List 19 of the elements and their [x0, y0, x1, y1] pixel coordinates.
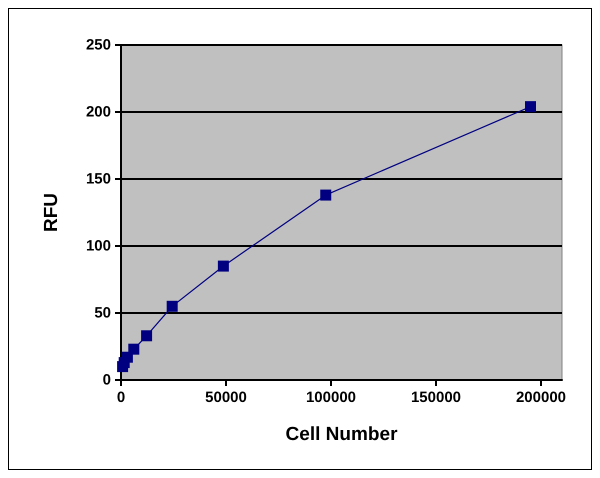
y-tick-label: 100: [86, 238, 111, 254]
point: [166, 300, 178, 312]
x-tick-label: 150000: [410, 389, 462, 406]
y-axis-title: RFU: [41, 192, 62, 232]
point: [320, 190, 332, 201]
point: [128, 344, 140, 355]
y-tick-label: 250: [86, 36, 111, 54]
x-tick-label: 0: [116, 389, 126, 406]
point: [525, 101, 536, 112]
y-tick-label: 50: [94, 304, 111, 322]
y-tick-label: 0: [102, 372, 111, 388]
x-axis-title: Cell Number: [286, 424, 398, 445]
y-tick-label: 200: [86, 104, 111, 120]
point: [141, 330, 152, 342]
x-tick-label: 200000: [516, 389, 566, 406]
point: [218, 260, 229, 272]
y-tick-label: 150: [86, 170, 111, 188]
x-tick-label: 50000: [205, 389, 247, 406]
x-tick-label: 100000: [306, 389, 356, 406]
